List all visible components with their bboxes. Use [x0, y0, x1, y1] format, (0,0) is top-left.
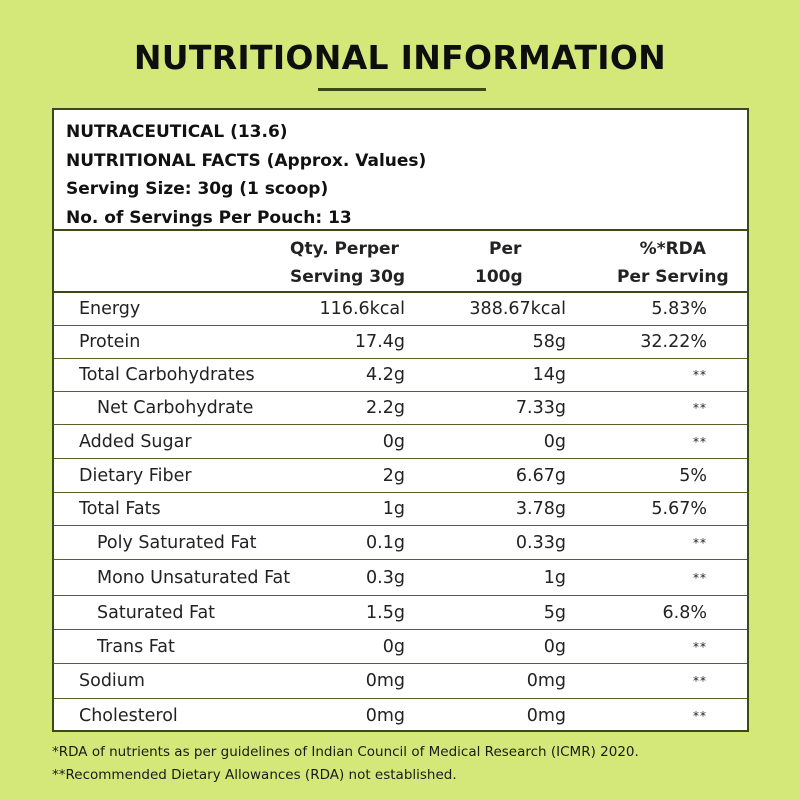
rda-value: ** — [693, 368, 707, 382]
table-row: Sodium 0mg 0mg ** — [54, 664, 747, 699]
table-row: Cholesterol 0mg 0mg ** — [54, 699, 747, 732]
per-100g: 0mg — [526, 705, 566, 726]
per-100g: 7.33g — [515, 398, 566, 418]
rda-value: ** — [693, 708, 707, 723]
header-qty-per-serving: Qty. Perper Serving 30g — [290, 235, 405, 291]
header-rda-line-2: Per Serving — [617, 267, 729, 287]
nutrient-name: Saturated Fat — [97, 602, 216, 623]
per-100g: 6.67g — [515, 465, 566, 486]
servings-per-pouch: No. of Servings Per Pouch: 13 — [66, 207, 352, 228]
nutrition-table: NUTRACEUTICAL (13.6) NUTRITIONAL FACTS (… — [52, 108, 749, 732]
header-per-line-1: Per — [489, 239, 522, 259]
page-title: NUTRITIONAL INFORMATION — [133, 38, 667, 77]
table-row: Saturated Fat 1.5g 5g 6.8% — [54, 596, 747, 630]
table-row: Net Carbohydrate 2.2g 7.33g ** — [54, 392, 747, 425]
table-row: Total Fats 1g 3.78g 5.67% — [54, 493, 747, 526]
nutrient-name: Poly Saturated Fat — [97, 532, 257, 553]
header-rda: %*RDA Per Serving — [617, 235, 729, 291]
rda-value: 5.83% — [651, 299, 707, 319]
table-row: Protein 17.4g 58g 32.22% — [54, 326, 747, 359]
nutrient-name: Cholesterol — [79, 705, 178, 726]
qty-per-serving: 4.2g — [366, 365, 405, 385]
nutrient-name: Protein — [79, 332, 141, 352]
table-row: Poly Saturated Fat 0.1g 0.33g ** — [54, 526, 747, 560]
qty-per-serving: 1g — [382, 499, 405, 519]
header-qty-line-2: Serving 30g — [290, 267, 406, 287]
per-100g: 0mg — [526, 671, 566, 691]
product-facts: NUTRACEUTICAL (13.6) NUTRITIONAL FACTS (… — [54, 110, 747, 231]
header-per-line-2: 100g — [475, 267, 523, 287]
per-100g: 14g — [532, 365, 566, 385]
per-100g: 0g — [543, 431, 566, 452]
per-100g: 5g — [543, 602, 566, 623]
column-headers: Qty. Perper Serving 30g Per 100g %*RDA P… — [54, 231, 747, 293]
nutrient-name: Total Fats — [79, 499, 161, 519]
header-rda-line-1: %*RDA — [639, 239, 706, 259]
qty-per-serving: 0mg — [365, 671, 405, 691]
rda-value: ** — [693, 434, 707, 449]
rda-value: ** — [693, 570, 707, 585]
per-100g: 1g — [543, 567, 566, 588]
nutrient-name: Energy — [79, 299, 141, 319]
per-100g: 388.67kcal — [469, 299, 566, 319]
nutrient-name: Mono Unsaturated Fat — [97, 567, 291, 588]
per-100g: 0.33g — [515, 532, 566, 553]
title-underline — [318, 88, 486, 91]
facts-subtitle: NUTRITIONAL FACTS (Approx. Values) — [66, 150, 427, 171]
table-row: Trans Fat 0g 0g ** — [54, 630, 747, 664]
qty-per-serving: 17.4g — [354, 332, 405, 352]
qty-per-serving: 0g — [382, 636, 405, 657]
rda-value: 32.22% — [640, 332, 707, 352]
rda-value: 6.8% — [662, 602, 707, 623]
qty-per-serving: 2g — [382, 465, 405, 486]
qty-per-serving: 0.3g — [366, 567, 405, 588]
serving-size: Serving Size: 30g (1 scoop) — [66, 179, 329, 199]
footnote-not-established: **Recommended Dietary Allowances (RDA) n… — [52, 767, 457, 783]
qty-per-serving: 0.1g — [366, 532, 405, 553]
table-row: Total Carbohydrates 4.2g 14g ** — [54, 359, 747, 392]
qty-per-serving: 2.2g — [366, 398, 405, 418]
nutrient-name: Total Carbohydrates — [79, 365, 255, 385]
nutrient-name: Trans Fat — [97, 636, 175, 657]
product-name: NUTRACEUTICAL (13.6) — [66, 122, 288, 142]
per-100g: 0g — [543, 636, 566, 657]
nutrient-name: Added Sugar — [79, 431, 192, 452]
header-qty-line-1: Qty. Perper — [290, 239, 399, 259]
footnote-rda: *RDA of nutrients as per guidelines of I… — [52, 744, 639, 760]
qty-per-serving: 0mg — [365, 705, 405, 726]
qty-per-serving: 116.6kcal — [319, 299, 405, 319]
qty-per-serving: 1.5g — [366, 602, 405, 623]
rda-value: 5.67% — [651, 499, 707, 519]
table-row: Added Sugar 0g 0g ** — [54, 425, 747, 459]
per-100g: 3.78g — [515, 499, 566, 519]
rda-value: ** — [693, 639, 707, 654]
table-row: Energy 116.6kcal 388.67kcal 5.83% — [54, 293, 747, 326]
rda-value: ** — [693, 535, 707, 550]
header-per-100g: Per 100g — [475, 235, 523, 291]
rda-value: ** — [693, 401, 707, 415]
table-row: Dietary Fiber 2g 6.67g 5% — [54, 459, 747, 493]
qty-per-serving: 0g — [382, 431, 405, 452]
table-row: Mono Unsaturated Fat 0.3g 1g ** — [54, 560, 747, 596]
nutrient-name: Dietary Fiber — [79, 465, 192, 486]
nutrient-name: Sodium — [79, 671, 145, 691]
rda-value: 5% — [679, 465, 707, 486]
nutrient-name: Net Carbohydrate — [97, 398, 254, 418]
per-100g: 58g — [532, 332, 566, 352]
rda-value: ** — [693, 674, 707, 688]
